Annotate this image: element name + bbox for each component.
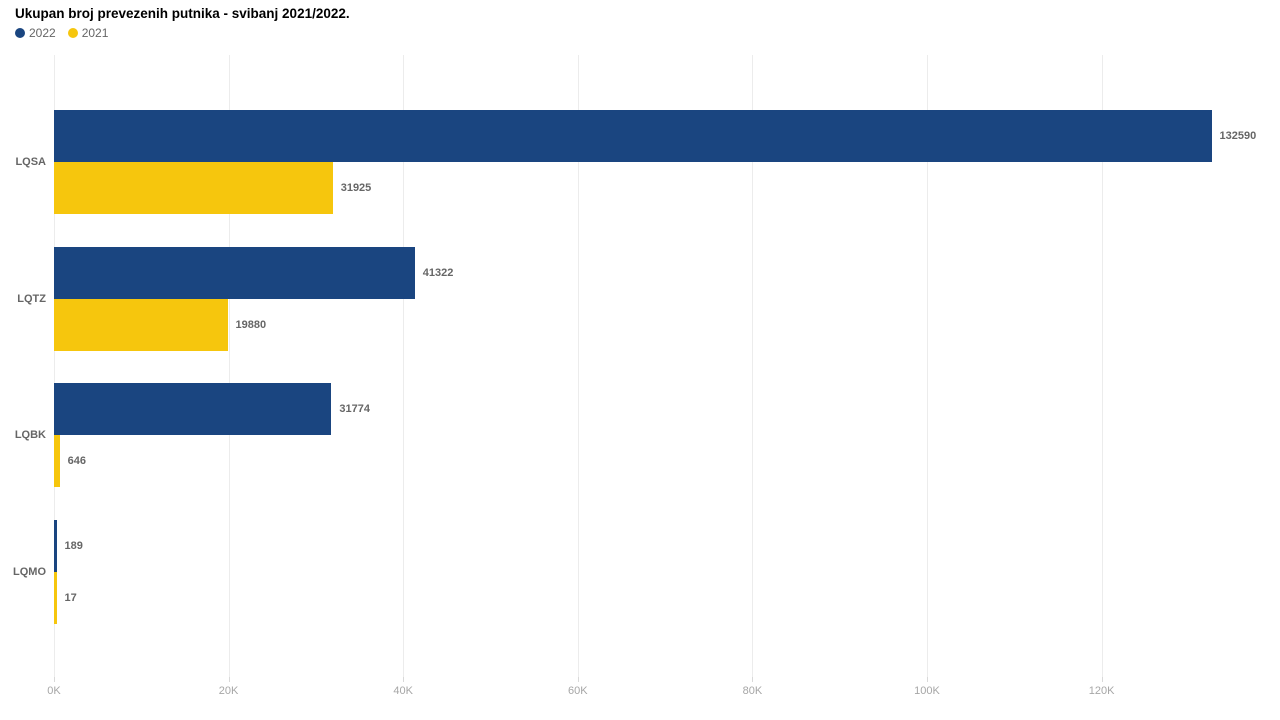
bar-2022-LQSA[interactable] xyxy=(54,110,1212,162)
legend-swatch-2021 xyxy=(67,28,78,38)
tick-mark-0K xyxy=(54,677,55,682)
gridline-40K xyxy=(403,55,405,677)
tick-mark-60K xyxy=(577,677,579,682)
x-axis-tick-label: 0K xyxy=(47,685,61,697)
tick-mark-20K xyxy=(228,677,230,682)
value-label-2021-LQSA: 31925 xyxy=(340,182,372,194)
value-label-2022-LQTZ: 41322 xyxy=(422,266,454,279)
bar-2021-LQSA[interactable] xyxy=(54,162,333,214)
category-label-LQTZ: LQTZ xyxy=(17,292,46,305)
tick-mark-40K xyxy=(403,677,405,682)
bar-2021-LQMO[interactable] xyxy=(54,572,57,625)
gridline-100K xyxy=(927,55,928,677)
gridline-0K xyxy=(54,55,55,677)
x-axis-tick-label: 60K xyxy=(568,685,588,697)
legend-item-2021[interactable]: 2021 xyxy=(67,26,109,40)
x-axis-tick-label: 20K xyxy=(218,685,239,697)
bar-2022-LQBK[interactable] xyxy=(54,383,332,436)
legend-label-2021: 2021 xyxy=(81,26,109,40)
gridline-120K xyxy=(1101,55,1103,677)
legend: 2022 2021 xyxy=(15,26,108,40)
category-label-LQSA: LQSA xyxy=(15,156,46,168)
bar-2022-LQMO[interactable] xyxy=(54,520,57,573)
value-label-2022-LQSA: 132590 xyxy=(1219,130,1257,142)
category-label-LQMO: LQMO xyxy=(13,566,46,579)
value-label-2021-LQBK: 646 xyxy=(67,455,86,468)
bar-2021-LQTZ[interactable] xyxy=(54,298,228,351)
x-axis-tick-label: 120K xyxy=(1088,685,1115,697)
legend-item-2022[interactable]: 2022 xyxy=(15,26,56,40)
x-axis-tick-label: 100K xyxy=(914,685,940,697)
tick-mark-120K xyxy=(1101,677,1103,682)
gridline-80K xyxy=(752,55,754,677)
value-label-2021-LQTZ: 19880 xyxy=(235,318,267,331)
category-label-LQBK: LQBK xyxy=(14,429,46,442)
tick-mark-80K xyxy=(752,677,754,682)
legend-label-2022: 2022 xyxy=(29,26,56,40)
bar-2022-LQTZ[interactable] xyxy=(54,246,415,299)
gridline-20K xyxy=(228,55,230,677)
bar-2021-LQBK[interactable] xyxy=(54,435,60,488)
value-label-2021-LQMO: 17 xyxy=(64,592,77,605)
x-axis-tick-label: 80K xyxy=(742,685,763,697)
value-label-2022-LQMO: 189 xyxy=(64,540,83,553)
x-axis-tick-label: 40K xyxy=(393,685,413,697)
chart-title: Ukupan broj prevezenih putnika - svibanj… xyxy=(15,6,350,21)
value-label-2022-LQBK: 31774 xyxy=(339,403,370,416)
tick-mark-100K xyxy=(927,677,928,682)
legend-swatch-2022 xyxy=(15,28,25,38)
gridline-60K xyxy=(577,55,579,677)
